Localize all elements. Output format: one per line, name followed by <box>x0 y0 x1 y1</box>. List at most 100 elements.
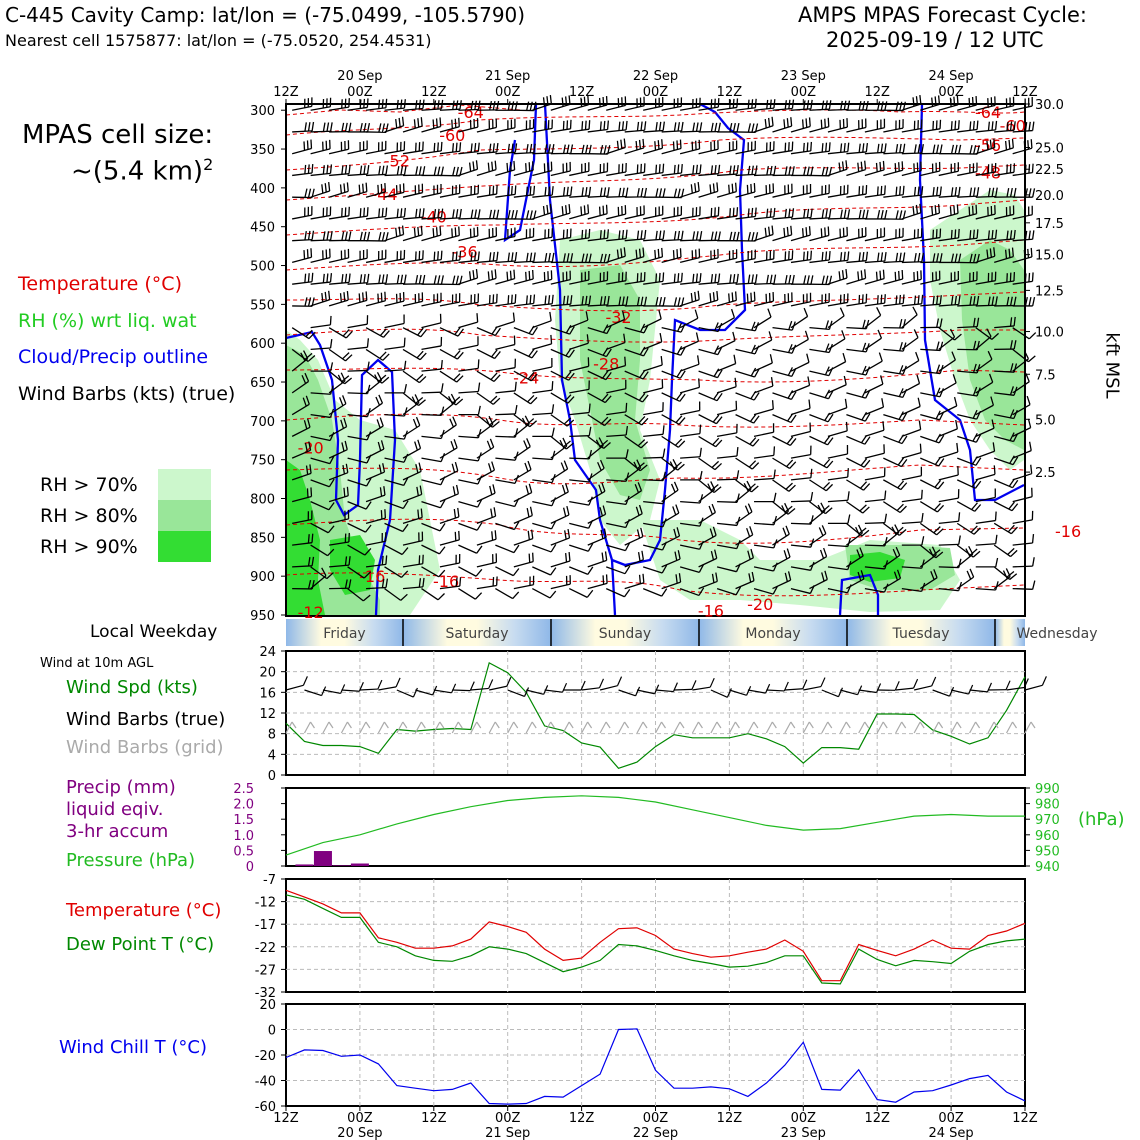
barb-flag <box>954 229 957 239</box>
wind10-barb-true <box>526 685 549 695</box>
barb-flag <box>565 205 568 215</box>
barb-flag <box>748 483 756 491</box>
barb-flag <box>527 530 531 540</box>
barb-flag <box>897 457 905 466</box>
barb-shaft <box>864 475 885 481</box>
wind-barb <box>1012 247 1033 264</box>
precip-tick-label: 1.0 <box>233 829 254 844</box>
barb-flag <box>378 99 381 109</box>
barb-flag <box>1004 249 1008 259</box>
barb-shaft <box>913 721 921 734</box>
top-hour-label: 12Z <box>1012 85 1038 100</box>
wind-barb <box>550 437 568 459</box>
barb-flag <box>987 121 991 131</box>
barb-flag <box>708 505 713 515</box>
wind-barb <box>938 419 958 437</box>
legend-pressure: Pressure (hPa) <box>66 850 196 871</box>
barb-flag <box>550 567 557 576</box>
barb-flag <box>891 526 897 536</box>
barb-flag <box>749 437 757 445</box>
barb-shaft <box>347 413 368 418</box>
barb-flag <box>857 524 863 534</box>
barb-flag <box>1030 721 1036 729</box>
barb-flag <box>602 505 607 515</box>
wind-barb <box>716 182 737 198</box>
wind-barb <box>439 370 464 383</box>
barb-flag <box>713 345 720 354</box>
barb-flag <box>380 183 383 193</box>
barb-flag <box>637 482 643 491</box>
wind-barb <box>846 342 870 353</box>
barb-flag <box>396 166 400 176</box>
barb-flag <box>395 227 398 237</box>
barb-flag <box>621 121 625 131</box>
y-tick-label: -27 <box>255 963 276 978</box>
barb-flag <box>877 252 880 262</box>
barb-flag <box>485 418 491 427</box>
barb-flag <box>565 553 568 563</box>
barb-flag <box>551 427 555 437</box>
barb-flag <box>414 394 420 403</box>
barb-flag <box>584 295 588 305</box>
barb-flag <box>625 449 629 459</box>
barb-shaft <box>827 361 846 372</box>
wind-barb <box>347 291 368 307</box>
barb-flag <box>773 446 776 456</box>
barb-flag <box>823 435 831 444</box>
wind-barb <box>513 414 538 428</box>
wind-barb <box>513 370 538 382</box>
wind-barb <box>476 414 500 428</box>
wind-barb <box>864 421 885 438</box>
bottom-date-label: 20 Sep <box>337 1126 382 1140</box>
barb-flag <box>912 306 918 316</box>
barb-flag <box>786 436 794 445</box>
barb-flag <box>527 394 535 403</box>
barb-flag <box>401 116 405 126</box>
wind-barb <box>384 337 406 351</box>
barb-flag <box>661 247 664 257</box>
barb-flag <box>900 482 908 490</box>
barb-flag <box>489 101 493 111</box>
barb-flag <box>453 350 461 358</box>
barb-flag <box>415 274 419 285</box>
wind-barb <box>717 273 739 285</box>
barb-shaft <box>415 689 433 696</box>
wind-barb <box>495 227 516 242</box>
wind-barb <box>569 426 592 438</box>
wind-barb <box>402 462 422 481</box>
barb-flag <box>662 425 665 435</box>
barb-flag <box>956 204 959 214</box>
barb-shaft <box>679 544 700 550</box>
barb-shaft <box>347 479 367 487</box>
barb-flag <box>530 373 538 382</box>
barb-flag <box>680 230 684 240</box>
barb-flag <box>562 187 566 197</box>
barb-flag <box>403 407 408 417</box>
temp-contour-label: -64 <box>458 103 484 122</box>
barb-flag <box>958 512 961 522</box>
wind-barb <box>365 509 387 524</box>
wind-barb <box>458 522 483 531</box>
wind-barb <box>328 182 349 198</box>
barb-flag <box>1004 140 1008 151</box>
barb-flag <box>456 351 464 360</box>
barb-flag <box>976 120 979 130</box>
precip-tick-label: 2.0 <box>233 798 254 813</box>
barb-flag <box>1010 526 1018 535</box>
barb-flag <box>895 252 899 262</box>
barb-flag <box>880 294 883 304</box>
barb-flag <box>359 208 362 218</box>
barb-shaft <box>717 455 738 459</box>
barb-flag <box>972 386 978 396</box>
barb-flag <box>825 320 830 330</box>
wind-barb <box>993 455 1019 466</box>
barb-flag <box>486 440 492 450</box>
wind-barb <box>680 97 701 111</box>
barb-flag <box>363 98 366 108</box>
wind-barb <box>513 252 536 264</box>
barb-flag <box>1009 455 1015 464</box>
barb-flag <box>958 186 961 196</box>
barb-shaft <box>864 383 884 394</box>
barb-flag <box>710 551 715 561</box>
wind-barb <box>291 372 310 394</box>
